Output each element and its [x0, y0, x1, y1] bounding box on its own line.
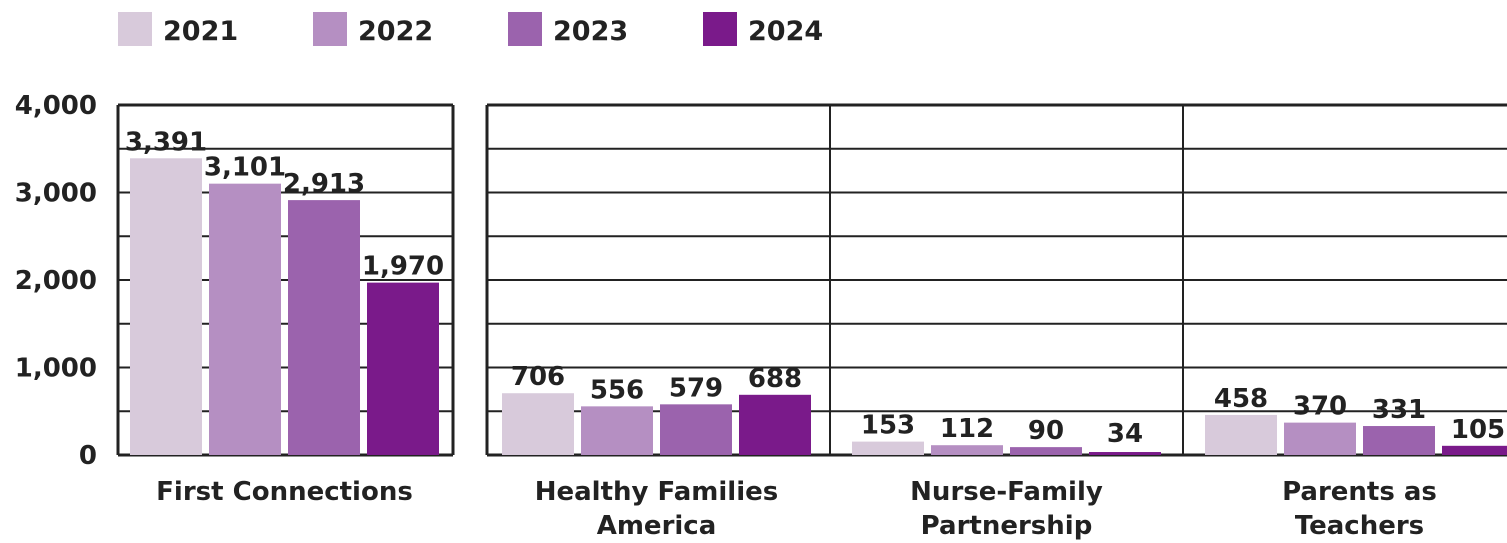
data-label-2024-category-2: 34 — [1107, 419, 1143, 449]
legend: 2021 2022 2023 2024 — [118, 12, 823, 47]
x-axis: First Connections Healthy Families America… — [156, 477, 1437, 541]
bar-2022-category-3 — [1284, 422, 1356, 455]
y-tick-label-1000: 1,000 — [15, 354, 97, 384]
y-tick-label-3000: 3,000 — [15, 179, 97, 209]
data-label-2023-category-0: 2,913 — [283, 169, 365, 199]
bar-2021-category-0 — [130, 158, 202, 455]
bar-2021-category-3 — [1205, 414, 1277, 455]
data-label-2022-category-0: 3,101 — [204, 153, 286, 183]
bar-2021-category-2 — [852, 441, 924, 455]
bar-2023-category-0 — [288, 200, 360, 455]
data-label-2023-category-3: 331 — [1372, 395, 1426, 425]
legend-swatch-2021 — [118, 12, 152, 46]
bar-2024-category-1 — [739, 394, 811, 455]
data-label-2024-category-3: 105 — [1451, 415, 1505, 445]
bars — [130, 158, 1507, 455]
x-category-label-3-line-1: Teachers — [1295, 511, 1424, 541]
legend-swatch-2023 — [508, 12, 542, 46]
data-label-2021-category-0: 3,391 — [125, 127, 207, 157]
legend-label-2022: 2022 — [358, 16, 433, 47]
data-label-2021-category-2: 153 — [861, 411, 915, 441]
x-category-label-2-line-1: Partnership — [921, 511, 1093, 541]
x-category-label-2-line-0: Nurse-Family — [910, 477, 1103, 507]
data-label-2023-category-1: 579 — [669, 373, 723, 403]
data-label-2022-category-3: 370 — [1293, 392, 1347, 422]
bar-2023-category-1 — [660, 404, 732, 455]
bar-2022-category-0 — [209, 183, 281, 455]
x-category-label-0-line-0: First Connections — [156, 477, 413, 507]
legend-label-2023: 2023 — [553, 16, 628, 47]
bar-2024-category-2 — [1089, 452, 1161, 455]
bar-2022-category-1 — [581, 406, 653, 455]
data-label-2021-category-3: 458 — [1214, 384, 1268, 414]
legend-label-2024: 2024 — [748, 16, 823, 47]
bar-2021-category-1 — [502, 393, 574, 455]
data-label-2023-category-2: 90 — [1028, 416, 1064, 446]
y-axis: 0 1,000 2,000 3,000 4,000 — [15, 91, 97, 471]
bar-2022-category-2 — [931, 445, 1003, 455]
x-category-label-1-line-0: Healthy Families — [535, 477, 779, 507]
y-tick-label-4000: 4,000 — [15, 91, 97, 121]
bar-2023-category-3 — [1363, 426, 1435, 455]
legend-swatch-2024 — [703, 12, 737, 46]
y-tick-label-2000: 2,000 — [15, 266, 97, 296]
data-label-2024-category-0: 1,970 — [362, 252, 444, 282]
x-category-label-3-line-0: Parents as — [1282, 477, 1437, 507]
data-label-2022-category-1: 556 — [590, 375, 644, 405]
y-tick-label-0: 0 — [79, 441, 97, 471]
data-label-2024-category-1: 688 — [748, 364, 802, 394]
data-label-2022-category-2: 112 — [940, 414, 994, 444]
bar-2024-category-3 — [1442, 445, 1507, 455]
legend-swatch-2022 — [313, 12, 347, 46]
data-labels: 3,391 706 153 458 3,101 556 112 370 2,913 579 90 33… — [125, 127, 1505, 449]
legend-label-2021: 2021 — [163, 16, 238, 47]
bar-2024-category-0 — [367, 282, 439, 455]
data-label-2021-category-1: 706 — [511, 362, 565, 392]
bar-2023-category-2 — [1010, 447, 1082, 455]
x-category-label-1-line-1: America — [597, 511, 717, 541]
